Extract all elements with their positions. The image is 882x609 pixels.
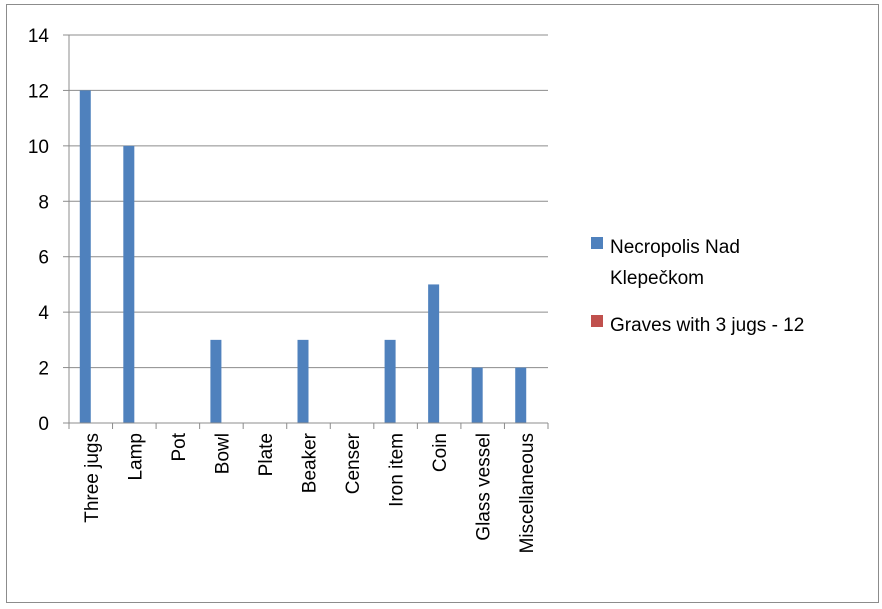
x-tick-label: Glass vessel: [474, 433, 495, 541]
x-tick-label: Bowl: [212, 433, 233, 474]
bar-necropolis-miscellaneous: [515, 367, 527, 423]
x-tick-label: Lamp: [125, 433, 146, 481]
x-tick-label: Censer: [343, 432, 364, 494]
y-tick-label: 6: [38, 248, 49, 269]
gridlines: [63, 34, 548, 424]
x-tick-label: Miscellaneous: [517, 433, 538, 553]
bar-chart: 0 2 4 6 8 10 12 14 Three jugs Lamp Pot Bowl Plate Be…: [28, 26, 804, 553]
chart-frame: 0 2 4 6 8 10 12 14 Three jugs Lamp Pot Bowl Plate Be…: [6, 4, 879, 603]
bar-necropolis-three-jugs: [79, 90, 91, 423]
bars: [79, 90, 527, 423]
bar-necropolis-glass-vessel: [471, 367, 483, 423]
x-tick-label: Iron item: [387, 433, 408, 507]
x-tick-labels: Three jugs Lamp Pot Bowl Plate Beaker Censer Ir…: [82, 432, 538, 553]
x-tick-label: Beaker: [300, 432, 321, 493]
legend-label: Klepečkom: [610, 268, 704, 289]
legend-label: Graves with 3 jugs - 12: [610, 315, 804, 336]
legend: Necropolis Nad Klepečkom Graves with 3 jug…: [591, 237, 804, 336]
bar-necropolis-coin: [428, 284, 440, 423]
y-tick-label: 4: [38, 303, 49, 324]
bar-necropolis-lamp: [123, 145, 135, 423]
legend-label: Necropolis Nad: [610, 237, 740, 258]
axes: [68, 35, 549, 429]
bar-necropolis-beaker: [297, 339, 309, 423]
x-tick-label: Three jugs: [82, 433, 103, 523]
bar-necropolis-bowl: [210, 339, 222, 423]
y-tick-label: 0: [38, 414, 49, 435]
y-tick-label: 12: [28, 81, 49, 102]
bar-necropolis-iron-item: [384, 339, 396, 423]
x-tick-label: Pot: [169, 432, 190, 461]
y-tick-label: 2: [38, 359, 49, 380]
y-tick-label: 10: [28, 137, 49, 158]
x-tick-label: Coin: [430, 433, 451, 472]
y-tick-label: 8: [38, 192, 49, 213]
legend-swatch: [591, 237, 603, 249]
y-tick-labels: 0 2 4 6 8 10 12 14: [28, 26, 50, 435]
legend-swatch: [591, 315, 603, 327]
y-tick-label: 14: [28, 26, 50, 47]
x-tick-label: Plate: [256, 433, 277, 476]
